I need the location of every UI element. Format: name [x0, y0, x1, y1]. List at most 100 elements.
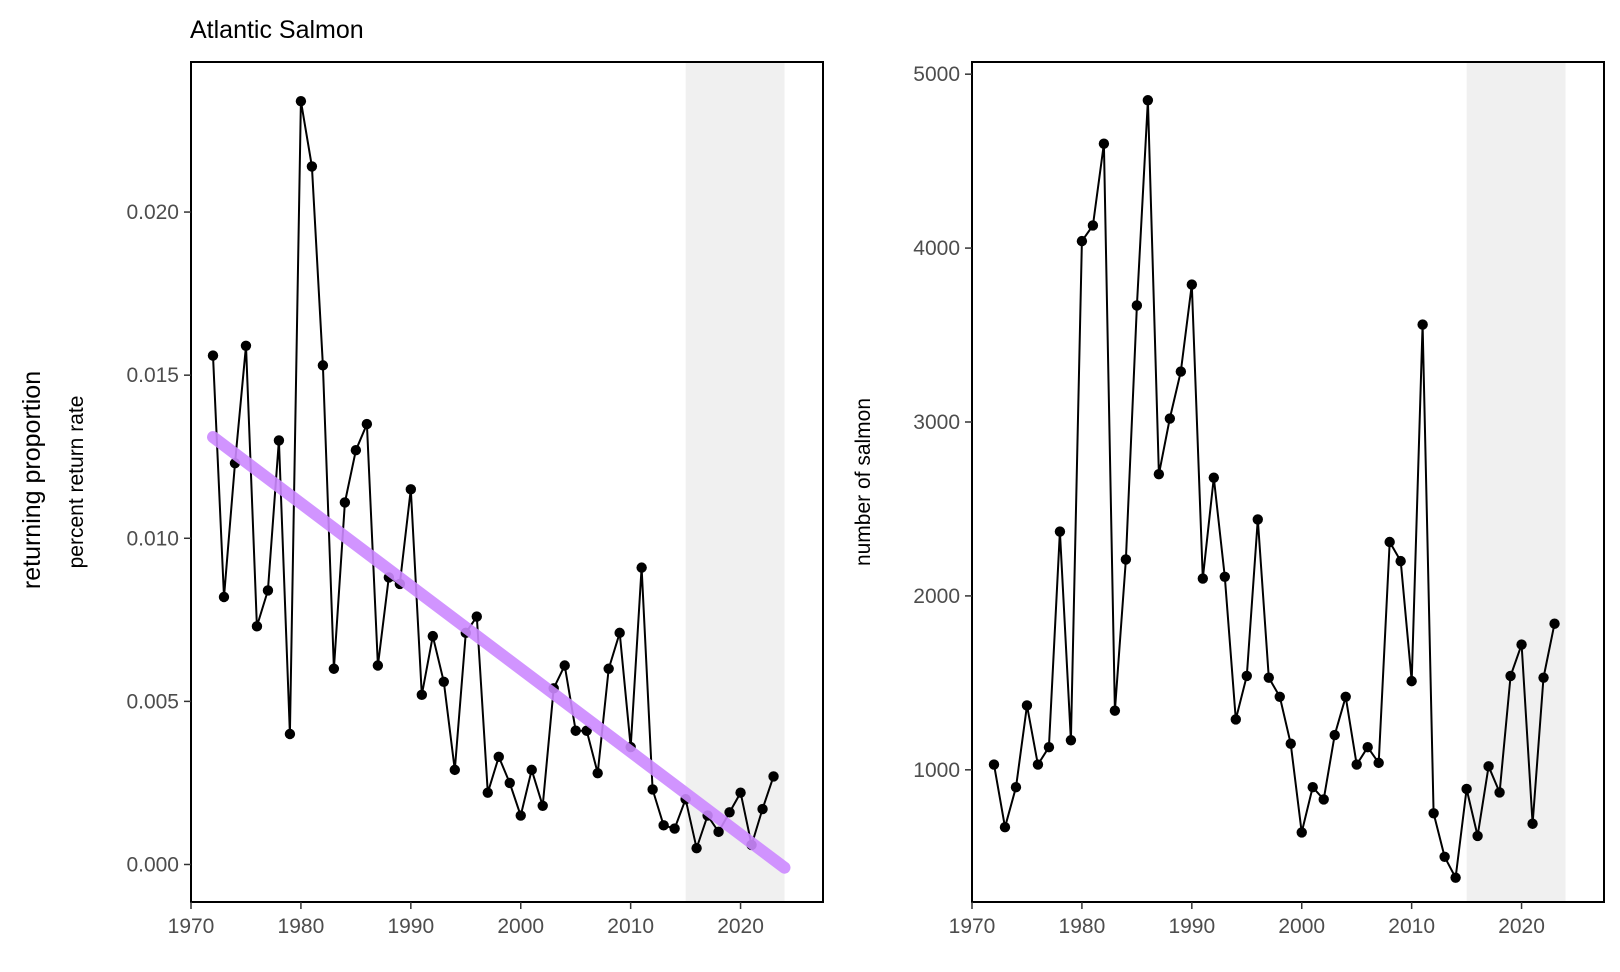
data-point — [1406, 675, 1417, 687]
data-point — [1241, 670, 1252, 682]
y-tick-label: 3000 — [913, 411, 960, 434]
data-point — [526, 764, 537, 776]
data-point — [240, 340, 252, 352]
data-point — [273, 435, 285, 446]
data-point — [1131, 300, 1143, 311]
data-point — [251, 621, 263, 632]
data-point — [1439, 851, 1450, 862]
outer-y-axis-title: returning proportion — [18, 371, 46, 589]
data-point — [1417, 319, 1428, 330]
x-tick-label: 1970 — [168, 915, 215, 938]
data-point — [218, 591, 230, 603]
y-tick-label: 0.020 — [126, 201, 179, 224]
data-point — [669, 823, 680, 834]
data-point — [1197, 573, 1209, 584]
data-point — [1527, 818, 1538, 829]
left-chart-panel: 1970 1980 1990 2000 2010 2020 0.000 0.005 0.010 0… — [65, 61, 824, 938]
x-tick-label: 2010 — [607, 915, 654, 938]
data-point — [1329, 729, 1340, 741]
data-point — [1109, 705, 1121, 716]
x-tick-label: 2020 — [1498, 915, 1545, 938]
data-point — [592, 767, 603, 779]
data-point — [1450, 872, 1461, 883]
y-tick-label: 2000 — [913, 585, 960, 608]
data-point — [1021, 700, 1033, 711]
data-point — [757, 803, 768, 815]
x-tick-label: 1970 — [949, 915, 996, 938]
data-point — [1076, 235, 1088, 247]
data-point — [515, 810, 526, 821]
data-point — [1340, 691, 1351, 702]
data-point — [1186, 279, 1198, 290]
x-tick-label: 1990 — [387, 915, 434, 938]
x-tick-label: 1980 — [1059, 915, 1106, 938]
data-point — [1175, 366, 1187, 377]
data-point — [350, 444, 362, 456]
y-tick-label: 0.000 — [126, 853, 179, 876]
data-point — [1120, 554, 1132, 565]
data-point — [1384, 536, 1395, 548]
data-point — [471, 611, 482, 622]
data-point — [438, 676, 449, 688]
data-point — [658, 820, 669, 831]
data-point — [449, 764, 460, 776]
data-point — [1461, 783, 1472, 795]
data-point — [328, 663, 340, 674]
data-point — [295, 95, 307, 107]
series-line — [993, 100, 1556, 881]
data-point — [1483, 761, 1494, 772]
data-point — [691, 842, 702, 854]
x-tick-label: 2020 — [717, 915, 764, 938]
data-point — [1494, 787, 1505, 798]
y-tick-label: 0.015 — [126, 364, 179, 387]
x-tick-label: 1980 — [278, 915, 325, 938]
data-point — [1054, 526, 1066, 537]
x-tick-label: 2010 — [1388, 915, 1435, 938]
data-point — [1538, 672, 1549, 683]
data-point — [1164, 413, 1176, 424]
series-line — [212, 100, 775, 852]
data-point — [1098, 138, 1110, 149]
data-point — [570, 725, 581, 736]
y-tick-label: 0.005 — [126, 690, 179, 713]
data-point — [1230, 714, 1241, 725]
data-point — [559, 660, 570, 671]
trend-line — [207, 431, 791, 874]
data-point — [427, 630, 439, 642]
data-point — [581, 725, 592, 736]
data-point — [1362, 742, 1373, 753]
data-point — [1549, 618, 1560, 629]
data-point — [1043, 742, 1055, 753]
data-point — [537, 800, 548, 811]
data-point — [724, 807, 735, 818]
data-point — [493, 751, 504, 763]
data-point — [713, 826, 724, 838]
data-point — [603, 663, 614, 674]
data-point — [1010, 782, 1022, 793]
data-point — [999, 822, 1011, 833]
data-point — [1208, 472, 1220, 483]
data-point — [1472, 830, 1483, 842]
data-point — [1285, 738, 1296, 749]
data-point — [504, 777, 515, 789]
chart-title: Atlantic Salmon — [190, 16, 364, 44]
data-point — [1373, 757, 1384, 769]
x-tick-label: 2000 — [1278, 915, 1325, 938]
y-tick-label: 5000 — [913, 63, 960, 86]
data-point — [1428, 808, 1439, 819]
data-point — [1219, 571, 1231, 582]
data-point — [482, 787, 493, 798]
data-point — [1252, 514, 1263, 525]
data-point — [306, 161, 318, 172]
data-point — [1296, 827, 1307, 838]
y-tick-label: 0.010 — [126, 527, 179, 550]
data-point — [1153, 468, 1165, 480]
data-point — [207, 350, 219, 361]
data-point — [405, 484, 417, 495]
y-tick-label: 1000 — [913, 759, 960, 782]
data-point — [1274, 691, 1285, 702]
data-point — [1307, 782, 1318, 793]
shaded-region — [1466, 63, 1566, 901]
data-point — [1065, 735, 1077, 746]
